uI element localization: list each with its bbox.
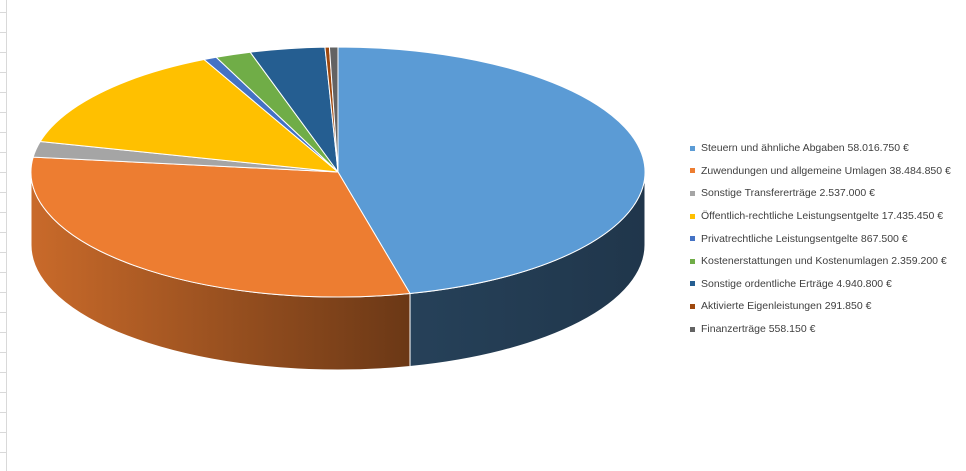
legend-label: Sonstige ordentliche Erträge 4.940.800 € — [701, 277, 892, 290]
legend-swatch — [690, 326, 695, 332]
legend-swatch — [690, 213, 695, 219]
legend-label: Öffentlich-rechtliche Leistungsentgelte … — [701, 210, 944, 223]
row-tick — [0, 412, 6, 413]
legend-swatch — [690, 145, 695, 151]
row-tick — [0, 112, 6, 113]
legend-item-zuwendungen-und-allgemeine-umlagen: Zuwendungen und allgemeine Umlagen 38.48… — [690, 160, 951, 183]
row-tick — [0, 152, 6, 153]
legend-item-aktivierte-eigenleistungen: Aktivierte Eigenleistungen 291.850 € — [690, 295, 951, 318]
legend-item-steuern-und-ahnliche-abgaben: Steuern und ähnliche Abgaben 58.016.750 … — [690, 137, 951, 160]
legend-swatch — [690, 258, 695, 264]
row-tick — [0, 252, 6, 253]
row-tick — [0, 32, 6, 33]
row-tick — [0, 432, 6, 433]
row-tick — [0, 52, 6, 53]
chart-legend: Steuern und ähnliche Abgaben 58.016.750 … — [690, 137, 951, 340]
pie-slice-finanzertrage[interactable] — [328, 46, 339, 173]
pie-slice-steuern-und-ahnliche-abgaben[interactable] — [337, 46, 646, 295]
legend-item-kostenerstattungen-und-kostenumlagen: Kostenerstattungen und Kostenumlagen 2.3… — [690, 250, 951, 273]
row-tick — [0, 452, 6, 453]
row-tick — [0, 172, 6, 173]
row-tick — [0, 332, 6, 333]
sheet-row-edge — [0, 0, 7, 471]
legend-item-offentlich-rechtliche-leistungsentgelte: Öffentlich-rechtliche Leistungsentgelte … — [690, 205, 951, 228]
legend-item-sonstige-transferertrage: Sonstige Transfererträge 2.537.000 € — [690, 182, 951, 205]
row-tick — [0, 392, 6, 393]
legend-swatch — [690, 168, 695, 174]
row-tick — [0, 272, 6, 273]
legend-label: Steuern und ähnliche Abgaben 58.016.750 … — [701, 142, 909, 155]
pie-slice-offentlich-rechtliche-leistungsentgelte[interactable] — [39, 59, 339, 173]
legend-swatch — [690, 303, 695, 309]
pie-slices — [30, 46, 646, 298]
row-tick — [0, 372, 6, 373]
row-tick — [0, 292, 6, 293]
legend-swatch — [690, 236, 695, 242]
legend-item-privatrechtliche-leistungsentgelte: Privatrechtliche Leistungsentgelte 867.5… — [690, 227, 951, 250]
legend-label: Sonstige Transfererträge 2.537.000 € — [701, 187, 875, 200]
row-tick — [0, 232, 6, 233]
legend-label: Aktivierte Eigenleistungen 291.850 € — [701, 300, 872, 313]
row-tick — [0, 92, 6, 93]
row-tick — [0, 312, 6, 313]
chart-area[interactable]: Steuern und ähnliche Abgaben 58.016.750 … — [7, 0, 966, 471]
row-tick — [0, 192, 6, 193]
legend-label: Kostenerstattungen und Kostenumlagen 2.3… — [701, 255, 947, 268]
row-tick — [0, 212, 6, 213]
row-tick — [0, 352, 6, 353]
row-tick — [0, 72, 6, 73]
legend-item-sonstige-ordentliche-ertrage: Sonstige ordentliche Erträge 4.940.800 € — [690, 273, 951, 296]
legend-item-finanzertrage: Finanzerträge 558.150 € — [690, 318, 951, 341]
legend-swatch — [690, 190, 695, 196]
row-tick — [0, 132, 6, 133]
row-tick — [0, 12, 6, 13]
legend-label: Finanzerträge 558.150 € — [701, 323, 816, 336]
legend-label: Zuwendungen und allgemeine Umlagen 38.48… — [701, 164, 951, 177]
pie-slice-zuwendungen-und-allgemeine-umlagen[interactable] — [30, 156, 411, 298]
pie-chart — [30, 46, 646, 371]
legend-label: Privatrechtliche Leistungsentgelte 867.5… — [701, 232, 908, 245]
legend-swatch — [690, 281, 695, 287]
